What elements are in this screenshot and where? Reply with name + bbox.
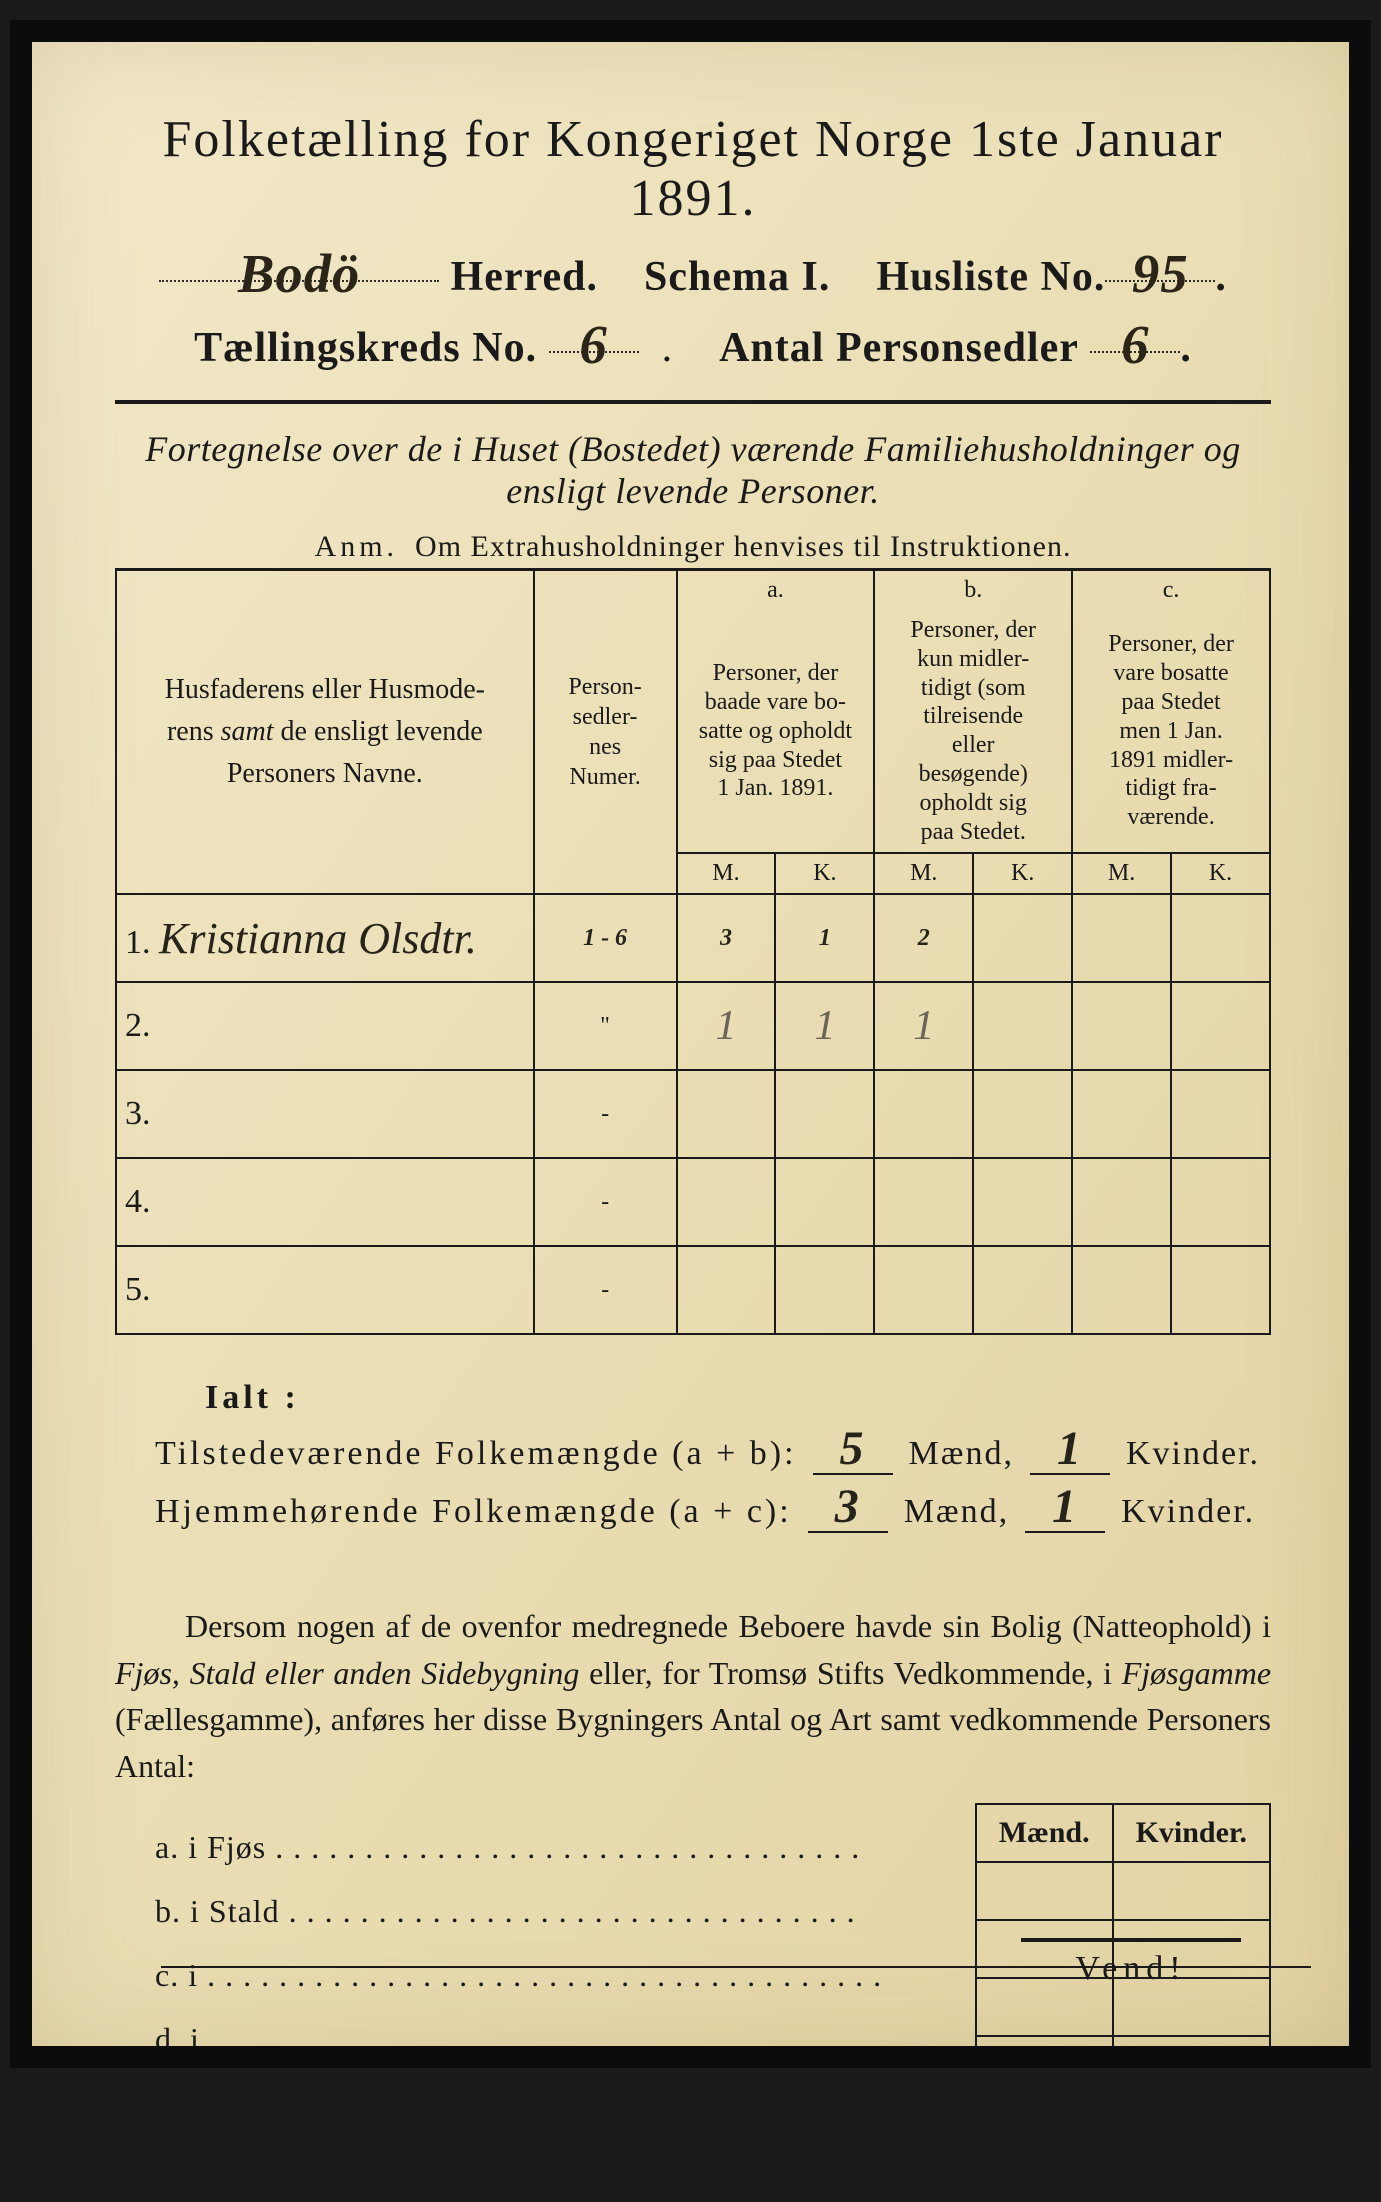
ialt-label: Ialt : bbox=[205, 1379, 1271, 1417]
divider bbox=[115, 400, 1271, 404]
th-num: Person-sedler-nesNumer. bbox=[534, 570, 677, 895]
modsat-line: I modsat Fald understreges her Ordet: Ne… bbox=[205, 2165, 1271, 2202]
header-line-3: Tællingskreds No. 6 . Antal Personsedler… bbox=[115, 311, 1271, 372]
header-line-2: Bodö Herred. Schema I. Husliste No.95. bbox=[115, 240, 1271, 301]
dersom-paragraph: Dersom nogen af de ovenfor medregnede Be… bbox=[115, 1603, 1271, 1789]
th-c-letter: c. bbox=[1072, 570, 1270, 611]
ialt-line1-label: Tilstedeværende Folkemængde (a + b): bbox=[155, 1435, 797, 1473]
kreds-label: Tællingskreds No. bbox=[194, 325, 537, 371]
husliste-label: Husliste No. bbox=[876, 254, 1105, 300]
anm-note: Anm. Om Extrahusholdninger henvises til … bbox=[115, 530, 1271, 564]
ialt-section: Ialt : Tilstedeværende Folkemængde (a + … bbox=[155, 1379, 1271, 1533]
ialt-line1-m: 5 bbox=[813, 1435, 893, 1475]
mk-maend: Mænd. bbox=[976, 1804, 1113, 1862]
row1-num: 1 - 6 bbox=[534, 894, 677, 982]
antal-label: Antal Personsedler bbox=[719, 325, 1079, 371]
ialt-line2-m: 3 bbox=[808, 1493, 888, 1533]
antal-value: 6 bbox=[1121, 314, 1149, 375]
table-row: 2. " 1 1 1 bbox=[116, 982, 1270, 1070]
census-form-page: Folketælling for Kongeriget Norge 1ste J… bbox=[10, 20, 1371, 2068]
schema-label: Schema I. bbox=[644, 254, 830, 300]
th-b: Personer, derkun midler-tidigt (somtilre… bbox=[874, 610, 1072, 853]
th-a-letter: a. bbox=[677, 570, 875, 611]
subtitle: Fortegnelse over de i Huset (Bostedet) v… bbox=[115, 428, 1271, 512]
row1-name: Kristianna Olsdtr. bbox=[159, 914, 477, 963]
th-c-k: K. bbox=[1171, 853, 1270, 894]
th-a: Personer, derbaade vare bo-satte og opho… bbox=[677, 610, 875, 853]
th-b-m: M. bbox=[874, 853, 973, 894]
th-c: Personer, dervare bosattepaa Stedetmen 1… bbox=[1072, 610, 1270, 853]
mk-kvinder: Kvinder. bbox=[1113, 1804, 1270, 1862]
table-row: 4. - bbox=[116, 1158, 1270, 1246]
vend-label: Vend! bbox=[1021, 1938, 1241, 1988]
th-b-k: K. bbox=[973, 853, 1072, 894]
table-row: 5. - bbox=[116, 1246, 1270, 1334]
ialt-line2-k: 1 bbox=[1025, 1493, 1105, 1533]
th-b-letter: b. bbox=[874, 570, 1072, 611]
table-row: 1. Kristianna Olsdtr. 1 - 6 3 1 2 bbox=[116, 894, 1270, 982]
nei-word: Nei. bbox=[735, 2165, 793, 2201]
main-title: Folketælling for Kongeriget Norge 1ste J… bbox=[115, 110, 1271, 228]
th-c-m: M. bbox=[1072, 853, 1171, 894]
herred-value: Bodö bbox=[238, 243, 360, 304]
census-table: Husfaderens eller Husmode-rens samt de e… bbox=[115, 568, 1271, 1335]
th-a-k: K. bbox=[775, 853, 874, 894]
th-name: Husfaderens eller Husmode-rens samt de e… bbox=[116, 570, 534, 895]
husliste-value: 95 bbox=[1132, 243, 1189, 304]
ialt-line1-k: 1 bbox=[1030, 1435, 1110, 1475]
herred-label: Herred. bbox=[451, 254, 598, 300]
ialt-line2-label: Hjemmehørende Folkemængde (a + c): bbox=[155, 1493, 792, 1531]
th-a-m: M. bbox=[677, 853, 776, 894]
table-row: 3. - bbox=[116, 1070, 1270, 1158]
kreds-value: 6 bbox=[579, 314, 607, 375]
